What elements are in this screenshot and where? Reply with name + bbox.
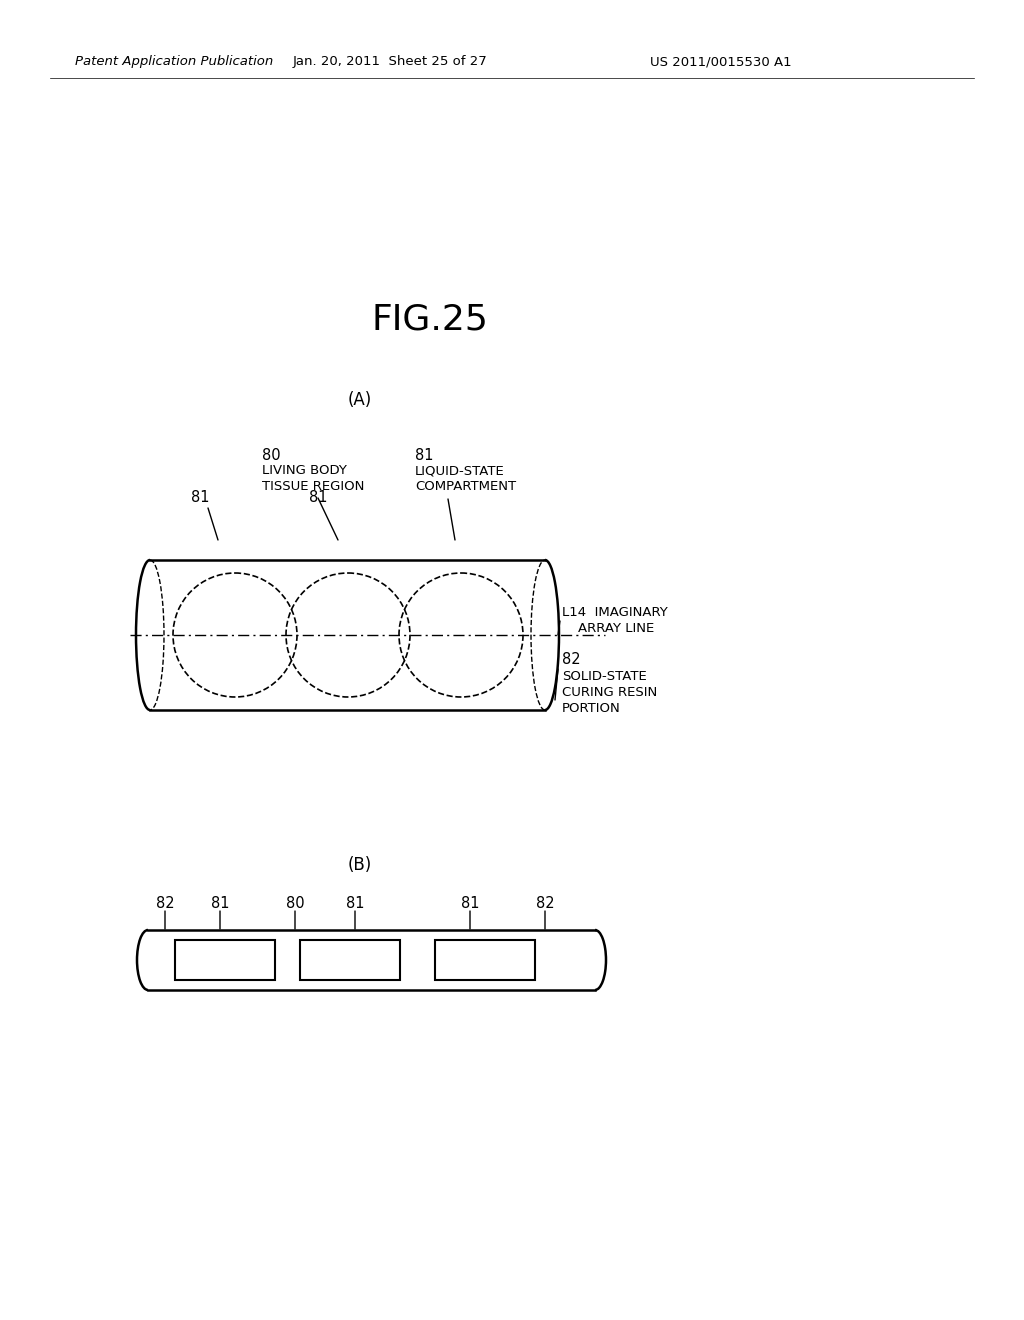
Text: 81: 81	[309, 490, 328, 504]
Text: 81: 81	[461, 895, 479, 911]
Text: 82: 82	[536, 895, 554, 911]
Text: 81: 81	[415, 447, 433, 462]
Text: ARRAY LINE: ARRAY LINE	[578, 623, 654, 635]
Text: (A): (A)	[348, 391, 372, 409]
Text: 80: 80	[286, 895, 304, 911]
Bar	[300, 940, 400, 979]
Text: TISSUE REGION: TISSUE REGION	[262, 480, 365, 494]
Text: 81: 81	[346, 895, 365, 911]
Bar	[175, 940, 275, 979]
Text: 82: 82	[562, 652, 581, 668]
Text: 81: 81	[211, 895, 229, 911]
Text: US 2011/0015530 A1: US 2011/0015530 A1	[650, 55, 792, 69]
Text: 81: 81	[190, 490, 209, 504]
Text: 82: 82	[156, 895, 174, 911]
Text: Jan. 20, 2011  Sheet 25 of 27: Jan. 20, 2011 Sheet 25 of 27	[293, 55, 487, 69]
Text: SOLID-STATE: SOLID-STATE	[562, 669, 647, 682]
Text: L14  IMAGINARY: L14 IMAGINARY	[562, 606, 668, 619]
Text: LIVING BODY: LIVING BODY	[262, 465, 347, 478]
Text: PORTION: PORTION	[562, 701, 621, 714]
Text: CURING RESIN: CURING RESIN	[562, 685, 657, 698]
Text: FIG.25: FIG.25	[372, 304, 488, 337]
Text: (B): (B)	[348, 855, 372, 874]
Bar	[435, 940, 535, 979]
Text: COMPARTMENT: COMPARTMENT	[415, 480, 516, 494]
Text: Patent Application Publication: Patent Application Publication	[75, 55, 273, 69]
Text: LIQUID-STATE: LIQUID-STATE	[415, 465, 505, 478]
Text: 80: 80	[262, 447, 281, 462]
